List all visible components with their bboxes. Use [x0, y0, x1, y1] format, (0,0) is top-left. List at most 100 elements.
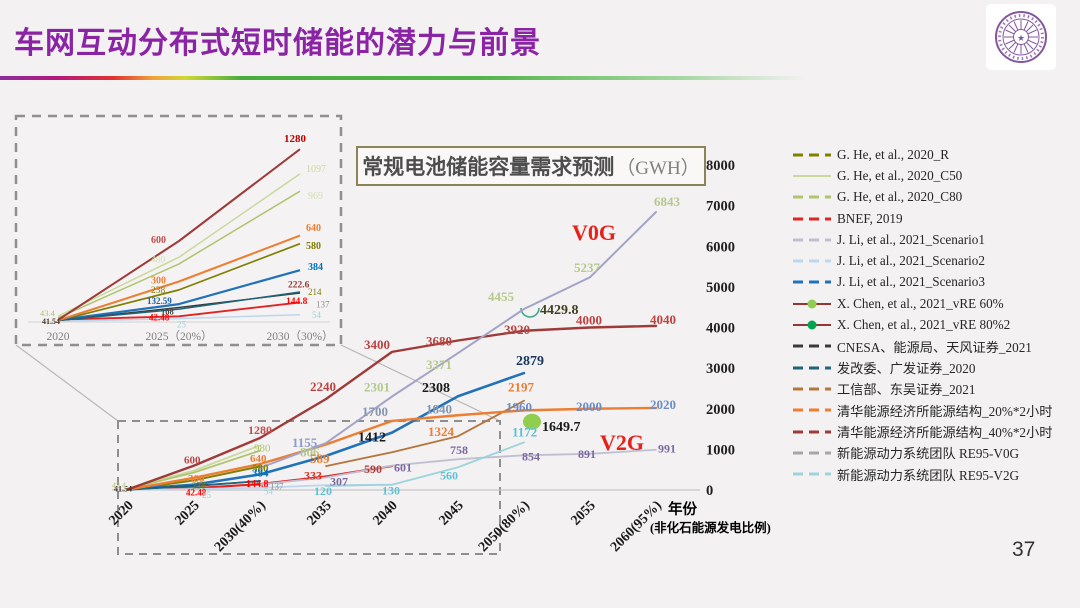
svg-text:25: 25: [202, 490, 212, 500]
legend-swatch-icon: [793, 408, 831, 412]
svg-text:222.6: 222.6: [288, 281, 310, 291]
svg-text:1000: 1000: [706, 442, 735, 458]
inset-series-line-10: [57, 291, 301, 322]
inset-series-line-0: [57, 242, 301, 322]
legend-label: J. Li, et al., 2021_Scenario1: [837, 231, 985, 247]
legend-item-15: 新能源动力系统团队 RE95-V2G: [792, 463, 1078, 484]
legend-item-1: G. He, et al., 2020_C50: [792, 165, 1078, 186]
inset-series-line-13: [57, 148, 301, 321]
legend-item-0: G. He, et al., 2020_R: [792, 144, 1078, 165]
legend-item-5: J. Li, et al., 2021_Scenario2: [792, 250, 1078, 271]
zoom-region-box: [117, 420, 501, 555]
svg-text:4000: 4000: [576, 313, 602, 328]
tsinghua-seal-icon: ★: [995, 11, 1047, 63]
series-line-3: [126, 464, 394, 491]
svg-text:307: 307: [330, 475, 348, 489]
svg-text:43.4: 43.4: [40, 308, 56, 318]
series-line-10: [127, 480, 261, 491]
x-axis-subtitle: (非化石能源发电比例): [650, 520, 771, 535]
svg-text:2025（20%）: 2025（20%）: [145, 330, 212, 343]
svg-text:42.48: 42.48: [186, 488, 207, 498]
legend-item-7: X. Chen, et al., 2021_vRE 60%: [792, 293, 1078, 314]
svg-text:2000: 2000: [706, 402, 735, 418]
svg-text:2050(80%): 2050(80%): [476, 498, 533, 555]
svg-text:806: 806: [300, 444, 320, 459]
svg-text:130: 130: [382, 484, 400, 498]
svg-text:580: 580: [306, 241, 321, 252]
inset-series-line-2: [57, 190, 301, 319]
svg-text:1700: 1700: [362, 404, 388, 419]
legend-swatch-icon: [793, 195, 831, 199]
inset-series-line-9: [57, 292, 301, 322]
svg-text:2240: 2240: [310, 379, 336, 394]
svg-text:★: ★: [1017, 33, 1025, 43]
svg-text:2308: 2308: [422, 381, 450, 396]
legend-swatch-icon: [793, 238, 831, 242]
svg-text:0: 0: [706, 483, 713, 499]
svg-text:969: 969: [308, 191, 323, 202]
svg-text:137: 137: [270, 481, 284, 491]
legend-label: BNEF, 2019: [837, 210, 903, 226]
svg-text:3371: 3371: [426, 357, 452, 372]
page-title: 车网互动分布式短时储能的潜力与前景: [14, 27, 541, 60]
svg-text:42.48: 42.48: [149, 312, 170, 322]
legend-label: 新能源动力系统团队 RE95-V0G: [837, 446, 1020, 462]
svg-text:1324: 1324: [428, 424, 455, 439]
page-number: 37: [1012, 538, 1036, 561]
svg-text:144.8: 144.8: [286, 297, 308, 307]
legend-swatch-icon: [793, 451, 831, 455]
svg-text:1649.7: 1649.7: [542, 420, 581, 435]
svg-text:4429.8: 4429.8: [540, 303, 579, 318]
chart-title-box: 常规电池储能容量需求预测 （GWH）: [356, 146, 706, 186]
chart-series-lines: [126, 211, 658, 491]
series-line-0: [127, 465, 261, 491]
series-line-1: [127, 444, 261, 490]
svg-text:144.8: 144.8: [246, 479, 269, 490]
svg-text:54: 54: [264, 486, 274, 496]
svg-text:6843: 6843: [654, 194, 681, 209]
svg-text:1097: 1097: [306, 164, 326, 175]
series-line-14: [259, 211, 657, 469]
legend-swatch-icon: [793, 366, 831, 370]
legend-label: G. He, et al., 2020_C80: [837, 189, 963, 205]
svg-text:480: 480: [151, 256, 166, 266]
svg-text:108: 108: [161, 307, 174, 317]
x-axis-title: 年份: [668, 500, 697, 518]
legend-item-10: 发改委、广发证券_2020: [792, 357, 1078, 378]
series-line-13: [126, 324, 658, 491]
legend-swatch-icon: [793, 280, 831, 284]
legend-swatch-icon: [793, 217, 831, 221]
svg-text:590: 590: [364, 462, 382, 476]
svg-text:1840: 1840: [426, 401, 452, 416]
svg-text:1172: 1172: [512, 424, 537, 439]
chart-annotations: V0G V2G: [572, 220, 644, 455]
svg-text:3920: 3920: [504, 322, 530, 337]
legend-label: CNESA、能源局、天风证券_2021: [837, 339, 1032, 355]
svg-text:600: 600: [184, 455, 201, 467]
svg-text:238: 238: [192, 480, 206, 490]
inset-series-line-5: [57, 313, 301, 323]
svg-text:891: 891: [578, 447, 596, 461]
legend-swatch-icon: [793, 320, 831, 330]
svg-text:1280: 1280: [284, 133, 307, 145]
svg-text:1280: 1280: [248, 423, 272, 437]
inset-series-line-6: [57, 269, 301, 322]
svg-text:300: 300: [151, 276, 166, 287]
svg-text:2060(95%): 2060(95%): [608, 498, 665, 555]
svg-text:3680: 3680: [426, 334, 452, 349]
inset-border: [14, 114, 343, 347]
svg-text:333: 333: [304, 468, 322, 482]
svg-text:41.54: 41.54: [42, 317, 60, 326]
series-line-5: [127, 483, 393, 491]
svg-text:589: 589: [310, 451, 330, 466]
series-line-15: [325, 441, 525, 487]
legend-swatch-icon: [793, 344, 831, 348]
chart-title: 常规电池储能容量需求预测: [362, 156, 615, 179]
series-line-6: [126, 371, 526, 491]
chart-callout-and-frame: [15, 344, 700, 555]
svg-text:580: 580: [252, 462, 269, 474]
svg-text:640: 640: [306, 223, 321, 234]
chart-legend: G. He, et al., 2020_R G. He, et al., 2020…: [792, 144, 1078, 485]
legend-swatch-icon: [793, 174, 831, 177]
svg-text:4455: 4455: [488, 289, 515, 304]
